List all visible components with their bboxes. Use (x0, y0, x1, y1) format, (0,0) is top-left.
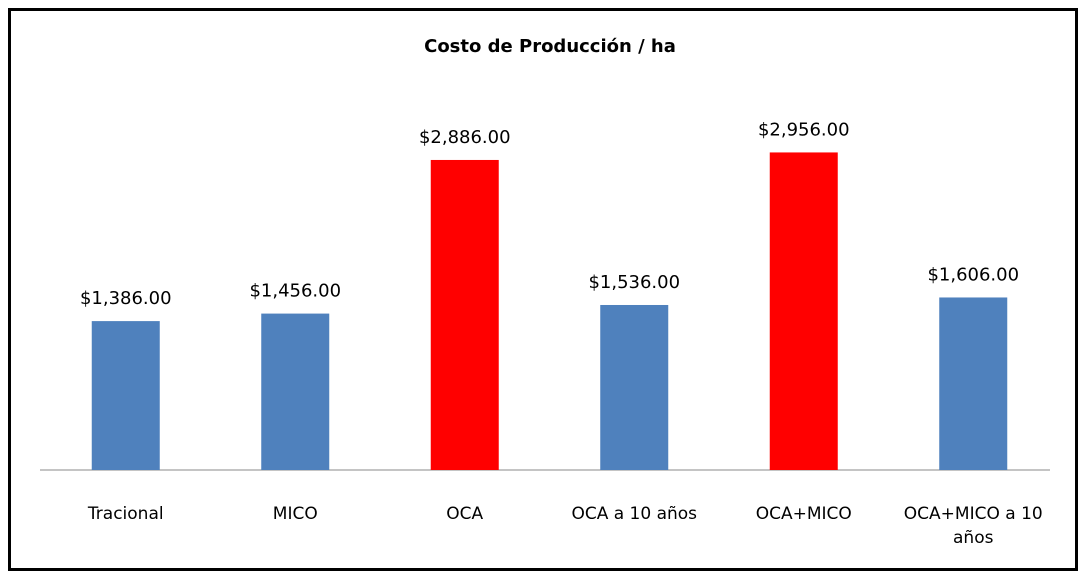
value-label: $2,956.00 (758, 119, 850, 140)
x-tick-label: Tracional (87, 504, 164, 524)
x-tick-label: OCA a 10 años (571, 504, 698, 524)
value-label: $1,536.00 (588, 272, 680, 293)
value-label: $1,606.00 (927, 264, 1019, 285)
chart-frame (8, 8, 1078, 571)
x-tick-label: OCA+MICO (755, 504, 852, 524)
bar (261, 313, 330, 470)
x-tick-label: MICO (272, 504, 318, 524)
bar (939, 297, 1008, 470)
value-label: $1,386.00 (80, 288, 172, 309)
bar (430, 159, 499, 471)
x-tick-label: OCA+MICO a 10 años (903, 504, 1043, 548)
x-tick-label: OCA (446, 504, 484, 524)
value-label: $2,886.00 (419, 127, 511, 148)
bar (91, 321, 160, 470)
bar (769, 152, 838, 470)
bar (600, 304, 669, 470)
value-label: $1,456.00 (249, 281, 341, 302)
chart-title: Costo de Producción / ha (424, 36, 676, 57)
